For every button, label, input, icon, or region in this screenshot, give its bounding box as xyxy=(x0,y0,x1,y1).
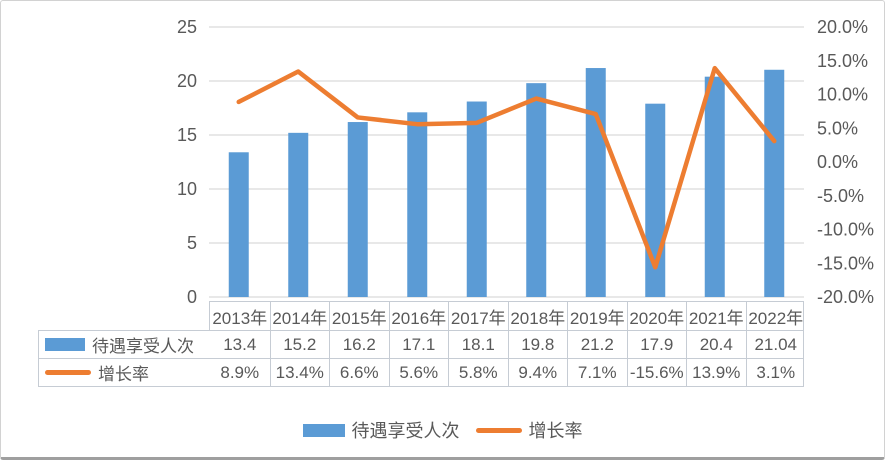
data-table-line-values-row: 8.9% 13.4% 6.6% 5.6% 5.8% 9.4% 7.1% -15.6% 13.9%… xyxy=(209,358,804,387)
category-cell: 2019年 xyxy=(567,302,627,330)
right-axis-tick-label: -15.0% xyxy=(817,253,874,273)
data-table-bar-values-row: 13.4 15.2 16.2 17.1 18.1 19.8 21.2 17.9 20.4 21.0… xyxy=(209,330,804,359)
line-value-cell: 5.6% xyxy=(388,359,449,386)
category-cell: 2017年 xyxy=(448,302,508,330)
line-value-cell: 5.8% xyxy=(448,359,508,386)
line-value-cell: 9.4% xyxy=(507,359,568,386)
bar-value-cell: 17.1 xyxy=(388,331,449,358)
right-axis-tick-label: 10.0% xyxy=(817,85,868,105)
bar-2018年 xyxy=(526,83,547,297)
left-axis-tick-label: 25 xyxy=(177,17,197,37)
line-value-cell: 8.9% xyxy=(220,362,260,382)
line-value-cell: 3.1% xyxy=(745,359,806,386)
bar-2017年 xyxy=(466,101,487,298)
category-cell: 2018年 xyxy=(507,302,568,330)
bar-value-cell: 13.4 xyxy=(223,334,257,354)
data-table-row-headers: 待遇享受人次 增长率 xyxy=(38,330,210,387)
category-cell: 2016年 xyxy=(388,302,449,330)
category-cell: 2022年 xyxy=(745,302,806,330)
bar-value-cell: 17.9 xyxy=(626,331,687,358)
right-axis-tick-label: 20.0% xyxy=(817,17,868,37)
left-axis-tick-label: 15 xyxy=(177,125,197,145)
line-value-cell: 6.6% xyxy=(329,359,389,386)
category-cell: 2021年 xyxy=(686,302,746,330)
row-header-label: 待遇享受人次 xyxy=(92,337,194,356)
bar-2015年 xyxy=(347,122,368,297)
bar-value-cell: 16.2 xyxy=(329,331,389,358)
bar-2019年 xyxy=(585,68,606,297)
line-value-cell: 13.4% xyxy=(269,359,330,386)
right-axis-tick-label: -5.0% xyxy=(817,186,864,206)
left-axis-tick-label: 5 xyxy=(187,233,197,253)
left-axis-tick-label: 20 xyxy=(177,71,197,91)
bar-value-cell: 18.1 xyxy=(448,331,508,358)
row-header-line-series: 增长率 xyxy=(38,358,210,387)
left-axis-tick-label: 0 xyxy=(187,287,197,307)
bar-2016年 xyxy=(407,112,428,297)
line-value-cell: 7.1% xyxy=(567,359,627,386)
row-header-label: 增长率 xyxy=(98,365,149,384)
line-value-cell: -15.6% xyxy=(626,359,687,386)
bar-2021年 xyxy=(704,76,725,298)
left-axis-tick-label: 10 xyxy=(177,179,197,199)
line-series-swatch-icon xyxy=(45,370,91,375)
legend-label: 增长率 xyxy=(528,421,583,441)
legend-item-line-series: 增长率 xyxy=(475,417,583,443)
bar-value-cell: 21.2 xyxy=(567,331,627,358)
legend-label: 待遇享受人次 xyxy=(351,421,460,441)
right-axis-tick-label: -20.0% xyxy=(817,287,874,307)
category-cell: 2020年 xyxy=(626,302,687,330)
bar-value-cell: 20.4 xyxy=(686,331,746,358)
combo-chart-plot-area: 0 5 10 15 20 25 -20.0% -15.0% -10.0% -5.0% 0.0% 5.0… xyxy=(177,17,874,307)
chart-legend: 待遇享受人次 增长率 xyxy=(1,415,884,445)
category-cell: 2015年 xyxy=(329,302,389,330)
bar-2014年 xyxy=(288,132,309,297)
bar-2013年 xyxy=(228,152,249,297)
bar-value-cell: 19.8 xyxy=(507,331,568,358)
growth-rate-line xyxy=(236,65,777,270)
bar-series-swatch-icon xyxy=(45,338,85,351)
data-table-category-row: 2013年 2014年 2015年 2016年 2017年 2018年 2019年 2020年… xyxy=(209,301,804,331)
legend-item-bar-series: 待遇享受人次 xyxy=(302,417,460,443)
right-axis-tick-label: 0.0% xyxy=(817,152,858,172)
category-cell: 2014年 xyxy=(269,302,330,330)
bar-value-cell: 21.04 xyxy=(745,331,806,358)
bar-series-swatch-icon xyxy=(302,423,345,437)
bar-value-cell: 15.2 xyxy=(269,331,330,358)
line-value-cell: 13.9% xyxy=(686,359,746,386)
right-axis-tick-label: 5.0% xyxy=(817,118,858,138)
line-series-swatch-icon xyxy=(475,427,522,433)
chart-data-table: 2013年 2014年 2015年 2016年 2017年 2018年 2019年 2020年… xyxy=(209,301,804,387)
row-header-bar-series: 待遇享受人次 xyxy=(38,330,210,359)
category-cell: 2013年 xyxy=(212,308,268,328)
right-axis-tick-label: 15.0% xyxy=(817,51,868,71)
right-axis-tick-label: -10.0% xyxy=(817,220,874,240)
bar-2022年 xyxy=(764,69,785,297)
